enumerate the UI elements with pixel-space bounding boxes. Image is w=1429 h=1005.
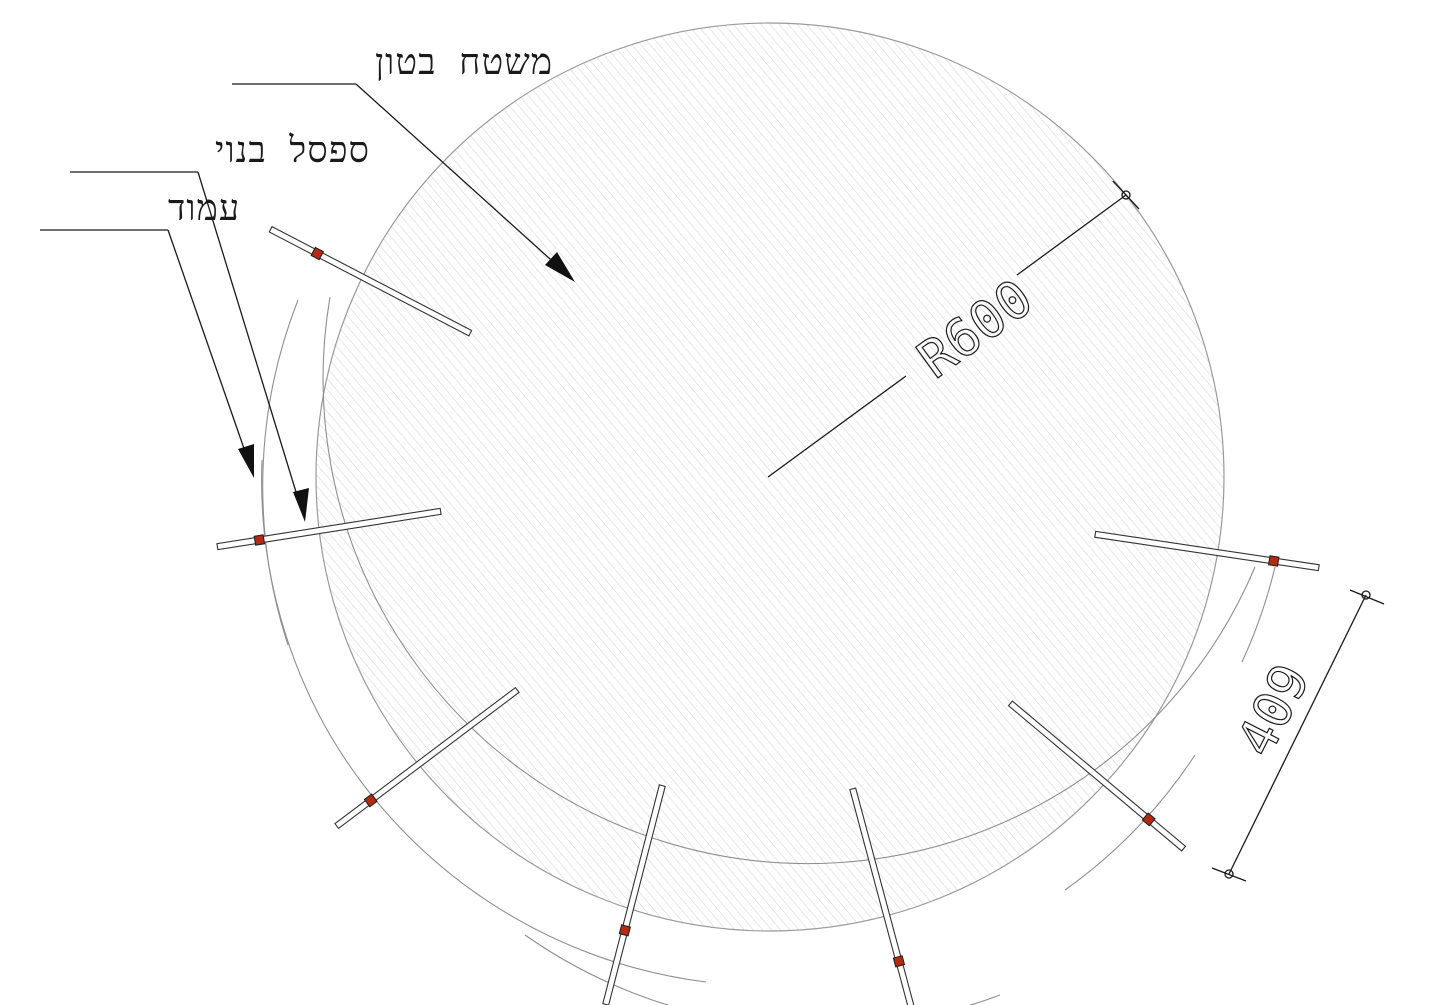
column-3 [363, 793, 378, 808]
leader-column [40, 229, 249, 461]
column-2 [253, 534, 266, 546]
column-6 [1141, 812, 1156, 827]
label-built-bench: ספסל בנוי [215, 130, 370, 171]
column-5 [892, 955, 906, 968]
bench-4 [602, 784, 666, 1005]
concrete-area-circle [315, 22, 1225, 932]
leader-concrete-area-arrowhead [545, 252, 575, 282]
bench-1 [268, 225, 473, 337]
outer-arc-left-mid [261, 459, 331, 736]
column-1 [310, 246, 325, 261]
outer-arc-bottom [329, 734, 707, 983]
leader-concrete-area [232, 83, 561, 269]
bench-3 [334, 686, 520, 830]
bench-2 [216, 507, 442, 551]
benches [216, 225, 1320, 1005]
outer-arc-bottom-2 [524, 934, 1001, 1005]
spacing-dimension [1211, 589, 1385, 882]
spacing-dimension-label: 409 [1226, 655, 1322, 766]
label-column: עמוד [168, 188, 240, 229]
inner-bench-arc [322, 296, 1256, 865]
leader-built-bench [70, 171, 301, 506]
bench-outline-arcs [261, 296, 1276, 1005]
leader-column-arrowhead [238, 444, 254, 478]
leader-built-bench-arrowhead [293, 488, 309, 522]
radius-dimension [767, 180, 1140, 478]
column-4 [618, 924, 632, 937]
label-concrete-area: משטח בטון [375, 42, 553, 83]
bench-5 [849, 787, 915, 1005]
bench-6 [1007, 700, 1187, 852]
outer-arc-right [1241, 566, 1276, 663]
outer-arc-right-bottom [1064, 754, 1196, 891]
outer-arc-left-top [262, 299, 299, 646]
bench-7 [1094, 530, 1320, 572]
column-7 [1268, 555, 1280, 567]
